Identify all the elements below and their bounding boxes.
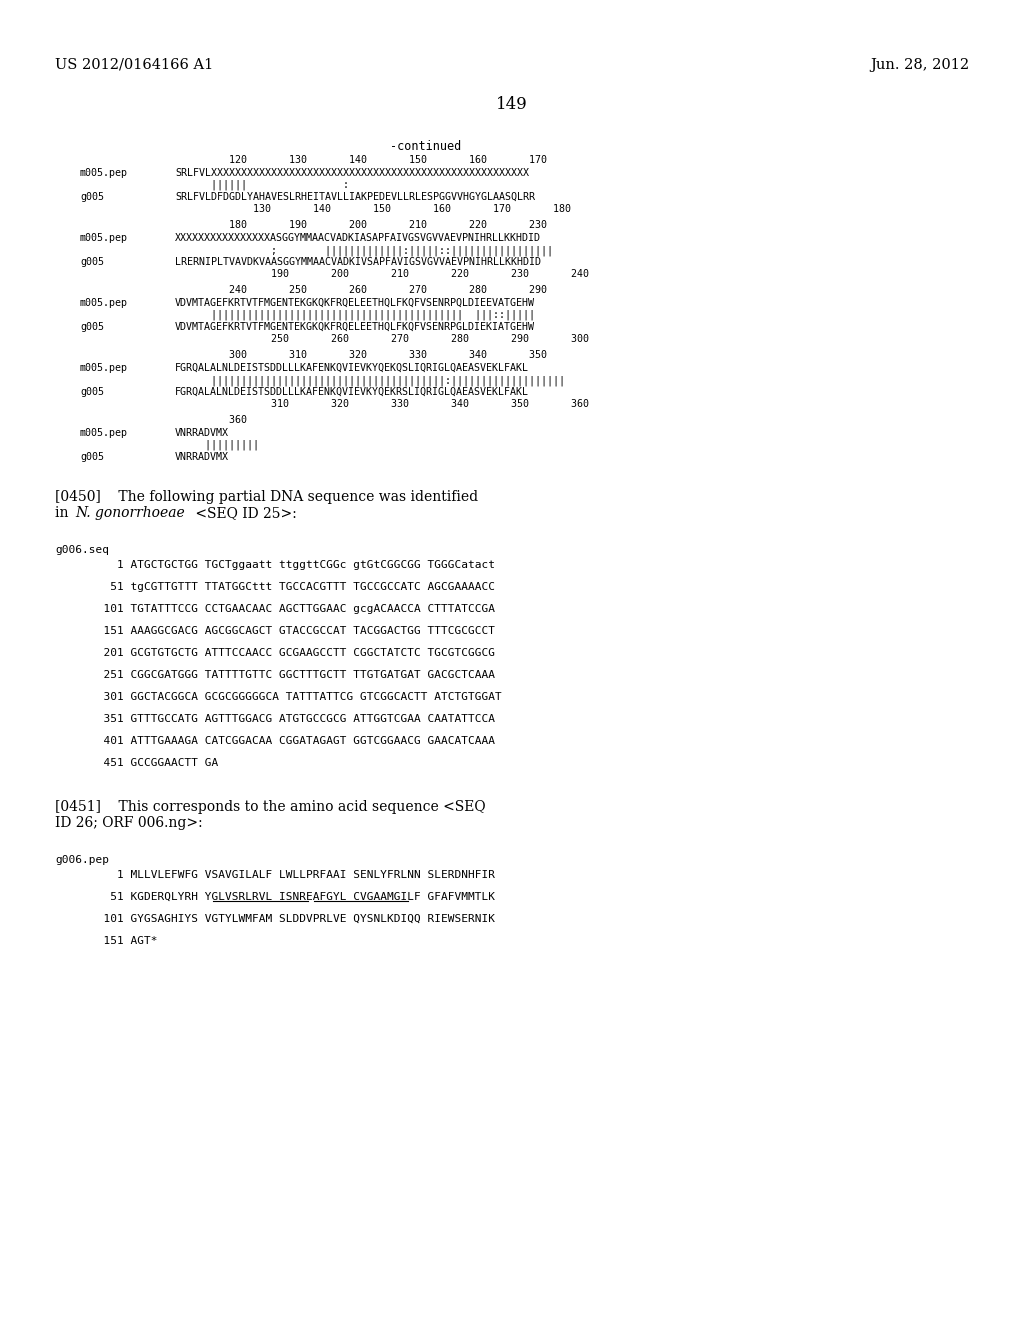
Text: ID 26; ORF 006.ng>:: ID 26; ORF 006.ng>: <box>55 816 203 830</box>
Text: 300       310       320       330       340       350: 300 310 320 330 340 350 <box>175 350 547 360</box>
Text: 149: 149 <box>496 96 528 114</box>
Text: ||||||||||||||||||||||||||||||||||||||||||  |||::|||||: ||||||||||||||||||||||||||||||||||||||||… <box>175 310 535 321</box>
Text: g005: g005 <box>80 322 104 333</box>
Text: FGRQALALNLDEISTSDDLLLKAFENKQVIEVKYQEKQSLIQRIGLQAEASVEKLFAKL: FGRQALALNLDEISTSDDLLLKAFENKQVIEVKYQEKQSL… <box>175 363 529 374</box>
Text: 130       140       150       160       170       180: 130 140 150 160 170 180 <box>175 205 571 214</box>
Text: ||||||                :: |||||| : <box>175 180 535 190</box>
Text: 1 MLLVLEFWFG VSAVGILALF LWLLPRFAAI SENLYFRLNN SLERDNHFIR: 1 MLLVLEFWFG VSAVGILALF LWLLPRFAAI SENLY… <box>90 870 495 880</box>
Text: 401 ATTTGAAAGA CATCGGACAA CGGATAGAGT GGTCGGAACG GAACATCAAA: 401 ATTTGAAAGA CATCGGACAA CGGATAGAGT GGT… <box>90 737 495 746</box>
Text: m005.pep: m005.pep <box>80 298 128 308</box>
Text: 451 GCCGGAACTT GA: 451 GCCGGAACTT GA <box>90 758 218 768</box>
Text: US 2012/0164166 A1: US 2012/0164166 A1 <box>55 58 213 73</box>
Text: 351 GTTTGCCATG AGTTTGGACG ATGTGCCGCG ATTGGTCGAA CAATATTCCA: 351 GTTTGCCATG AGTTTGGACG ATGTGCCGCG ATT… <box>90 714 495 723</box>
Text: N. gonorrhoeae: N. gonorrhoeae <box>75 506 184 520</box>
Text: SRLFVLDFDGDLYAHAVESLRHEITAVLLIAKPEDEVLLRLESPGGVVHGYGLAASQLRR: SRLFVLDFDGDLYAHAVESLRHEITAVLLIAKPEDEVLLR… <box>175 191 535 202</box>
Text: 151 AAAGGCGACG AGCGGCAGCT GTACCGCCAT TACGGACTGG TTTCGCGCCT: 151 AAAGGCGACG AGCGGCAGCT GTACCGCCAT TAC… <box>90 626 495 636</box>
Text: LRERNIPLTVAVDKVAASGGYMMAACVADKIVSAPFAVIGSVGVVAEVPNIHRLLKKHDID: LRERNIPLTVAVDKVAASGGYMMAACVADKIVSAPFAVIG… <box>175 257 541 267</box>
Text: VDVMTAGEFKRTVTFMGENTEKGKQKFRQELEETHQLFKQFVSENRPGLDIEKIATGEHW: VDVMTAGEFKRTVTFMGENTEKGKQKFRQELEETHQLFKQ… <box>175 322 535 333</box>
Text: |||||||||||||||||||||||||||||||||||||||:|||||||||||||||||||: |||||||||||||||||||||||||||||||||||||||:… <box>175 375 565 385</box>
Text: 251 CGGCGATGGG TATTTTGTTC GGCTTTGCTT TTGTGATGAT GACGCTCAAA: 251 CGGCGATGGG TATTTTGTTC GGCTTTGCTT TTG… <box>90 671 495 680</box>
Text: ;        |||||||||||||:|||||::|||||||||||||||||: ; |||||||||||||:|||||::||||||||||||||||| <box>175 246 553 256</box>
Text: g005: g005 <box>80 257 104 267</box>
Text: g006.pep: g006.pep <box>55 855 109 865</box>
Text: [0450]    The following partial DNA sequence was identified: [0450] The following partial DNA sequenc… <box>55 490 478 504</box>
Text: |||||||||: ||||||||| <box>175 440 259 450</box>
Text: -continued: -continued <box>390 140 461 153</box>
Text: 1 ATGCTGCTGG TGCTggaatt ttggttCGGc gtGtCGGCGG TGGGCatact: 1 ATGCTGCTGG TGCTggaatt ttggttCGGc gtGtC… <box>90 560 495 570</box>
Text: Jun. 28, 2012: Jun. 28, 2012 <box>869 58 969 73</box>
Text: g005: g005 <box>80 191 104 202</box>
Text: SRLFVLXXXXXXXXXXXXXXXXXXXXXXXXXXXXXXXXXXXXXXXXXXXXXXXXXXXXX: SRLFVLXXXXXXXXXXXXXXXXXXXXXXXXXXXXXXXXXX… <box>175 168 529 178</box>
Text: VNRRADVMX: VNRRADVMX <box>175 428 229 438</box>
Text: m005.pep: m005.pep <box>80 168 128 178</box>
Text: 180       190       200       210       220       230: 180 190 200 210 220 230 <box>175 220 547 230</box>
Text: XXXXXXXXXXXXXXXXASGGYMMAACVADKIASAPFAIVGSVGVVAEVPNIHRLLKKHDID: XXXXXXXXXXXXXXXXASGGYMMAACVADKIASAPFAIVG… <box>175 234 541 243</box>
Text: 151 AGT*: 151 AGT* <box>90 936 158 946</box>
Text: VDVMTAGEFKRTVTFMGENTEKGKQKFRQELEETHQLFKQFVSENRPQLDIEEVATGEHW: VDVMTAGEFKRTVTFMGENTEKGKQKFRQELEETHQLFKQ… <box>175 298 535 308</box>
Text: 240       250       260       270       280       290: 240 250 260 270 280 290 <box>175 285 547 294</box>
Text: 120       130       140       150       160       170: 120 130 140 150 160 170 <box>175 154 547 165</box>
Text: [0451]    This corresponds to the amino acid sequence <SEQ: [0451] This corresponds to the amino aci… <box>55 800 485 814</box>
Text: 101 TGTATTTCCG CCTGAACAAC AGCTTGGAAC gcgACAACCA CTTTATCCGA: 101 TGTATTTCCG CCTGAACAAC AGCTTGGAAC gcg… <box>90 605 495 614</box>
Text: 101 GYGSAGHIYS VGTYLWMFAM SLDDVPRLVE QYSNLKDIQQ RIEWSERNIK: 101 GYGSAGHIYS VGTYLWMFAM SLDDVPRLVE QYS… <box>90 913 495 924</box>
Text: VNRRADVMX: VNRRADVMX <box>175 451 229 462</box>
Text: g005: g005 <box>80 387 104 397</box>
Text: 360: 360 <box>175 414 247 425</box>
Text: g005: g005 <box>80 451 104 462</box>
Text: 310       320       330       340       350       360: 310 320 330 340 350 360 <box>175 399 589 409</box>
Text: g006.seq: g006.seq <box>55 545 109 554</box>
Text: 301 GGCTACGGCA GCGCGGGGGCA TATTTATTCG GTCGGCACTT ATCTGTGGAT: 301 GGCTACGGCA GCGCGGGGGCA TATTTATTCG GT… <box>90 692 502 702</box>
Text: m005.pep: m005.pep <box>80 363 128 374</box>
Text: m005.pep: m005.pep <box>80 428 128 438</box>
Text: in: in <box>55 506 73 520</box>
Text: 51 KGDERQLYRH YGLVSRLRVL ISNREAFGYL CVGAAMGILF GFAFVMMTLK: 51 KGDERQLYRH YGLVSRLRVL ISNREAFGYL CVGA… <box>90 892 495 902</box>
Text: <SEQ ID 25>:: <SEQ ID 25>: <box>191 506 297 520</box>
Text: 201 GCGTGTGCTG ATTTCCAACC GCGAAGCCTT CGGCTATCTC TGCGTCGGCG: 201 GCGTGTGCTG ATTTCCAACC GCGAAGCCTT CGG… <box>90 648 495 657</box>
Text: 250       260       270       280       290       300: 250 260 270 280 290 300 <box>175 334 589 345</box>
Text: FGRQALALNLDEISTSDDLLLKAFENKQVIEVKYQEKRSLIQRIGLQAEASVEKLFAKL: FGRQALALNLDEISTSDDLLLKAFENKQVIEVKYQEKRSL… <box>175 387 529 397</box>
Text: 190       200       210       220       230       240: 190 200 210 220 230 240 <box>175 269 589 279</box>
Text: 51 tgCGTTGTTT TTATGGCttt TGCCACGTTT TGCCGCCATC AGCGAAAACC: 51 tgCGTTGTTT TTATGGCttt TGCCACGTTT TGCC… <box>90 582 495 591</box>
Text: m005.pep: m005.pep <box>80 234 128 243</box>
